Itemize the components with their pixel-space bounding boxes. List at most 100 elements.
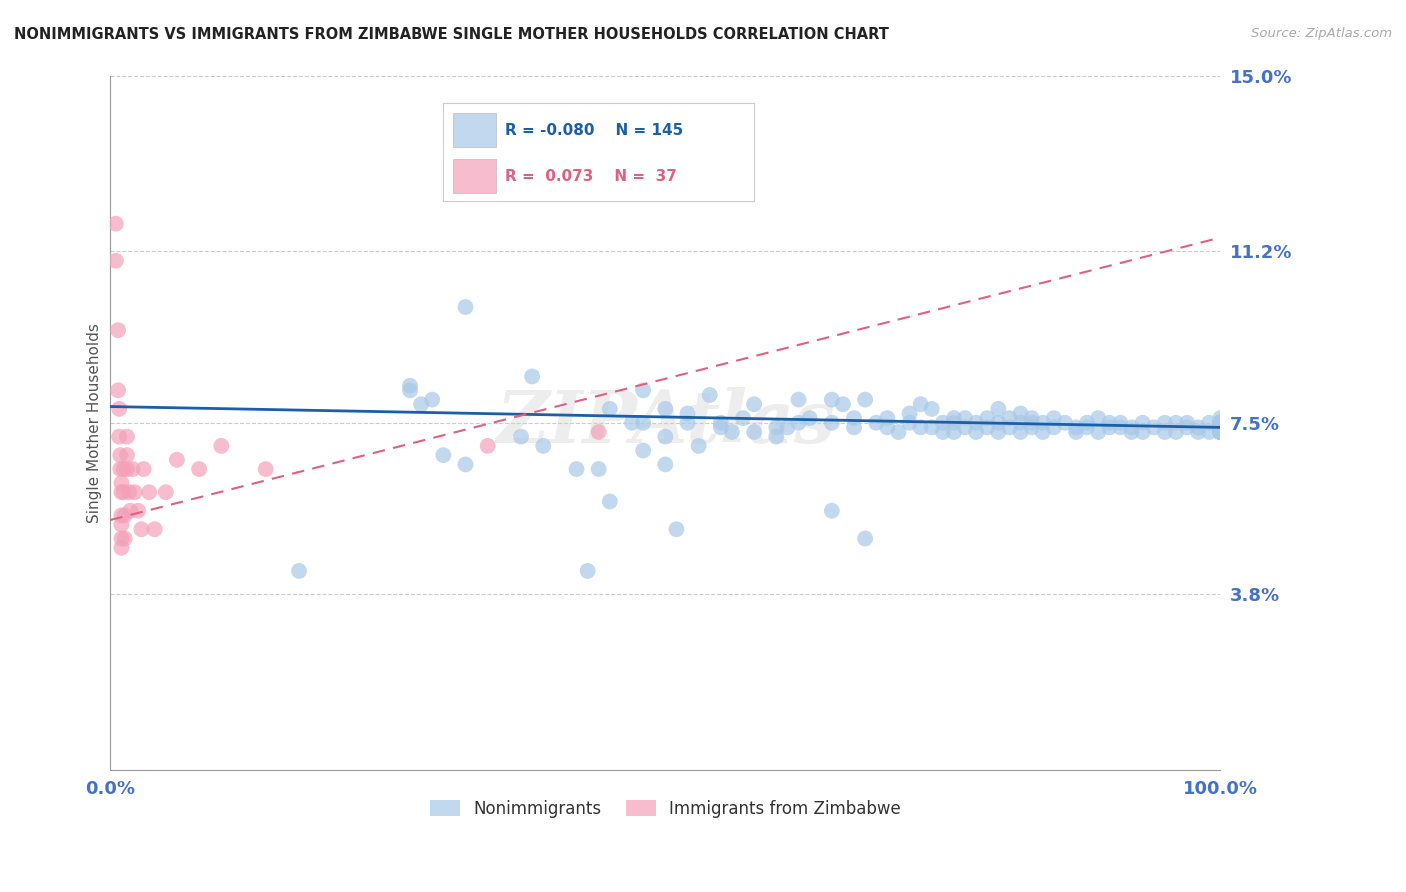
Point [731, 411, 754, 425]
Point [710, 420, 733, 434]
Point [110, 508, 132, 523]
Point [654, 401, 676, 416]
Point [115, 430, 138, 444]
Point [710, 416, 733, 430]
Point [787, 416, 810, 430]
Legend: Nonimmigrants, Immigrants from Zimbabwe: Nonimmigrants, Immigrants from Zimbabwe [423, 793, 908, 824]
Point [1209, 425, 1232, 439]
Point [1209, 425, 1232, 439]
Point [1209, 416, 1232, 430]
Point [531, 439, 554, 453]
Point [114, 532, 136, 546]
Point [1209, 416, 1232, 430]
Point [1209, 420, 1232, 434]
Point [842, 420, 865, 434]
Point [1209, 425, 1232, 439]
Point [1198, 425, 1220, 439]
Point [1121, 425, 1143, 439]
Point [1010, 416, 1032, 430]
Point [1087, 425, 1109, 439]
Point [1209, 420, 1232, 434]
Point [876, 411, 898, 425]
Point [842, 411, 865, 425]
Point [1164, 425, 1187, 439]
Point [1209, 420, 1232, 434]
Point [965, 425, 987, 439]
Point [676, 416, 699, 430]
Point [953, 420, 976, 434]
Point [1121, 420, 1143, 434]
Point [821, 392, 844, 407]
Point [1209, 425, 1232, 439]
Point [765, 420, 787, 434]
Point [1132, 425, 1154, 439]
Point [599, 494, 621, 508]
Point [976, 411, 998, 425]
Point [1209, 420, 1232, 434]
Point [107, 384, 129, 398]
Point [832, 397, 855, 411]
Point [1076, 416, 1098, 430]
Point [853, 532, 876, 546]
Point [520, 369, 543, 384]
Point [1064, 420, 1087, 434]
Point [1132, 416, 1154, 430]
Point [288, 564, 311, 578]
Point [932, 416, 955, 430]
Point [1209, 416, 1232, 430]
Point [121, 462, 143, 476]
Point [865, 416, 887, 430]
Point [454, 458, 477, 472]
Point [254, 462, 277, 476]
Point [138, 485, 160, 500]
Point [921, 420, 943, 434]
Point [110, 475, 132, 490]
Point [998, 411, 1021, 425]
Point [120, 504, 142, 518]
Point [1064, 425, 1087, 439]
Point [110, 532, 132, 546]
Point [821, 504, 844, 518]
Point [131, 522, 153, 536]
Point [115, 448, 138, 462]
Point [876, 420, 898, 434]
Point [631, 443, 654, 458]
Point [1209, 416, 1232, 430]
Point [110, 448, 132, 462]
Point [510, 430, 533, 444]
Point [1209, 416, 1232, 430]
Point [676, 407, 699, 421]
Point [166, 452, 188, 467]
Point [887, 425, 910, 439]
Point [432, 448, 454, 462]
Point [1087, 411, 1109, 425]
Point [742, 397, 765, 411]
Point [104, 217, 127, 231]
Point [420, 392, 443, 407]
Point [654, 430, 676, 444]
Point [765, 430, 787, 444]
Point [108, 430, 131, 444]
Point [1209, 416, 1232, 430]
Point [898, 416, 921, 430]
Point [1076, 420, 1098, 434]
Point [124, 485, 146, 500]
Point [821, 416, 844, 430]
Point [910, 420, 932, 434]
Point [1053, 416, 1076, 430]
Point [1098, 416, 1121, 430]
Point [699, 388, 721, 402]
Point [1209, 420, 1232, 434]
Point [721, 425, 744, 439]
Text: NONIMMIGRANTS VS IMMIGRANTS FROM ZIMBABWE SINGLE MOTHER HOUSEHOLDS CORRELATION C: NONIMMIGRANTS VS IMMIGRANTS FROM ZIMBABW… [14, 27, 889, 42]
Point [1209, 425, 1232, 439]
Point [910, 397, 932, 411]
Point [1043, 420, 1066, 434]
Point [998, 420, 1021, 434]
Point [1098, 420, 1121, 434]
Point [942, 416, 965, 430]
Point [688, 439, 710, 453]
Point [976, 420, 998, 434]
Point [1010, 425, 1032, 439]
Point [112, 485, 135, 500]
